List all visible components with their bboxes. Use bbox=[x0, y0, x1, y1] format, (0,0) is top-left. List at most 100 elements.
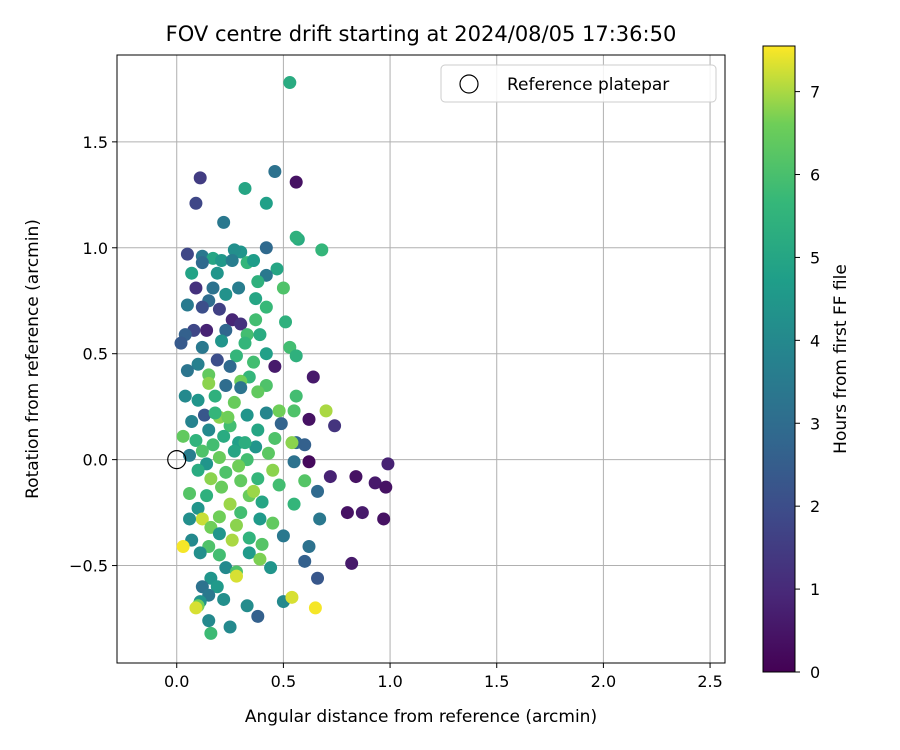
scatter-point bbox=[308, 601, 322, 615]
scatter-point bbox=[212, 527, 226, 541]
colorbar-tick-label: 4 bbox=[810, 331, 820, 350]
scatter-point bbox=[249, 440, 263, 454]
scatter-point bbox=[298, 474, 312, 488]
colorbar-tick-label: 2 bbox=[810, 497, 820, 516]
scatter-point bbox=[328, 419, 342, 433]
scatter-point bbox=[229, 569, 243, 583]
scatter-point bbox=[315, 243, 329, 257]
scatter-point bbox=[178, 389, 192, 403]
scatter-point bbox=[219, 561, 233, 575]
scatter-point bbox=[240, 408, 254, 422]
scatter-point bbox=[212, 302, 226, 316]
x-tick-label: 2.0 bbox=[591, 672, 616, 691]
x-tick-label: 1.0 bbox=[377, 672, 402, 691]
colorbar-tick-label: 0 bbox=[810, 663, 820, 682]
x-tick-label: 1.5 bbox=[484, 672, 509, 691]
scatter-point bbox=[189, 281, 203, 295]
scatter-point bbox=[208, 389, 222, 403]
scatter-point bbox=[183, 487, 197, 501]
y-tick-label: −0.5 bbox=[69, 557, 108, 576]
scatter-point bbox=[219, 287, 233, 301]
scatter-point bbox=[289, 389, 303, 403]
x-tick-label: 0.0 bbox=[164, 672, 189, 691]
x-tick-label: 2.5 bbox=[697, 672, 722, 691]
scatter-point bbox=[219, 465, 233, 479]
legend-box bbox=[440, 64, 717, 103]
y-axis-ticks: −0.5 0.0 0.5 1.0 1.5 bbox=[69, 133, 117, 576]
colorbar-gradient bbox=[762, 45, 796, 673]
scatter-point bbox=[210, 266, 224, 280]
scatter-point bbox=[185, 414, 199, 428]
chart-title: FOV centre drift starting at 2024/08/05 … bbox=[166, 22, 677, 46]
scatter-point bbox=[215, 334, 229, 348]
scatter-point bbox=[323, 470, 337, 484]
scatter-point bbox=[234, 317, 248, 331]
colorbar-ticks: 0 1 2 3 4 5 6 7 bbox=[795, 83, 820, 682]
scatter-point bbox=[270, 262, 284, 276]
scatter-point bbox=[259, 300, 273, 314]
scatter-point bbox=[259, 241, 273, 255]
scatter-point bbox=[183, 512, 197, 526]
scatter-point bbox=[210, 580, 224, 594]
scatter-point bbox=[195, 256, 209, 270]
scatter-point bbox=[185, 266, 199, 280]
scatter-point bbox=[251, 609, 265, 623]
scatter-point bbox=[191, 393, 205, 407]
scatter-point bbox=[229, 518, 243, 532]
colorbar-tick-label: 1 bbox=[810, 580, 820, 599]
scatter-point bbox=[379, 480, 393, 494]
scatter-point bbox=[234, 381, 248, 395]
scatter-point bbox=[285, 436, 299, 450]
scatter-point bbox=[225, 253, 239, 267]
scatter-point bbox=[232, 459, 246, 473]
scatter-point bbox=[306, 370, 320, 384]
colorbar-label: Hours from first FF file bbox=[831, 264, 851, 454]
scatter-point bbox=[189, 434, 203, 448]
scatter-point bbox=[302, 539, 316, 553]
scatter-point bbox=[195, 444, 209, 458]
scatter-point bbox=[195, 512, 209, 526]
scatter-point bbox=[276, 281, 290, 295]
scatter-point bbox=[212, 510, 226, 524]
scatter-point bbox=[197, 408, 211, 422]
scatter-point bbox=[174, 336, 188, 350]
scatter-point bbox=[249, 313, 263, 327]
y-tick-label: 1.0 bbox=[83, 239, 108, 258]
scatter-point bbox=[287, 455, 301, 469]
scatter-point bbox=[180, 298, 194, 312]
scatter-point bbox=[259, 347, 273, 361]
scatter-point bbox=[212, 451, 226, 465]
scatter-point bbox=[193, 546, 207, 560]
scatter-point bbox=[223, 620, 237, 634]
scatter-point bbox=[221, 410, 235, 424]
scatter-point bbox=[247, 484, 261, 498]
scatter-point bbox=[253, 512, 267, 526]
scatter-point bbox=[251, 472, 265, 486]
scatter-point bbox=[251, 275, 265, 289]
scatter-point bbox=[210, 353, 224, 367]
y-axis-label: Rotation from reference (arcmin) bbox=[23, 219, 43, 499]
scatter-point bbox=[298, 554, 312, 568]
legend-marker-icon bbox=[459, 74, 479, 94]
scatter-point bbox=[217, 215, 231, 229]
scatter-point bbox=[272, 478, 286, 492]
scatter-point bbox=[219, 378, 233, 392]
scatter-point bbox=[261, 446, 275, 460]
scatter-point bbox=[289, 175, 303, 189]
scatter-point bbox=[377, 512, 391, 526]
scatter-point bbox=[355, 506, 369, 520]
scatter-point bbox=[251, 423, 265, 437]
scatter-point bbox=[238, 336, 252, 350]
scatter-point bbox=[189, 196, 203, 210]
scatter-point bbox=[283, 76, 297, 90]
scatter-point bbox=[247, 355, 261, 369]
scatter-point bbox=[268, 165, 282, 179]
scatter-point bbox=[242, 546, 256, 560]
scatter-point bbox=[302, 455, 316, 469]
scatter-point bbox=[253, 328, 267, 342]
scatter-point bbox=[247, 253, 261, 267]
scatter-point bbox=[311, 571, 325, 585]
scatter-point bbox=[204, 626, 218, 640]
scatter-point bbox=[200, 489, 214, 503]
scatter-point bbox=[202, 614, 216, 628]
